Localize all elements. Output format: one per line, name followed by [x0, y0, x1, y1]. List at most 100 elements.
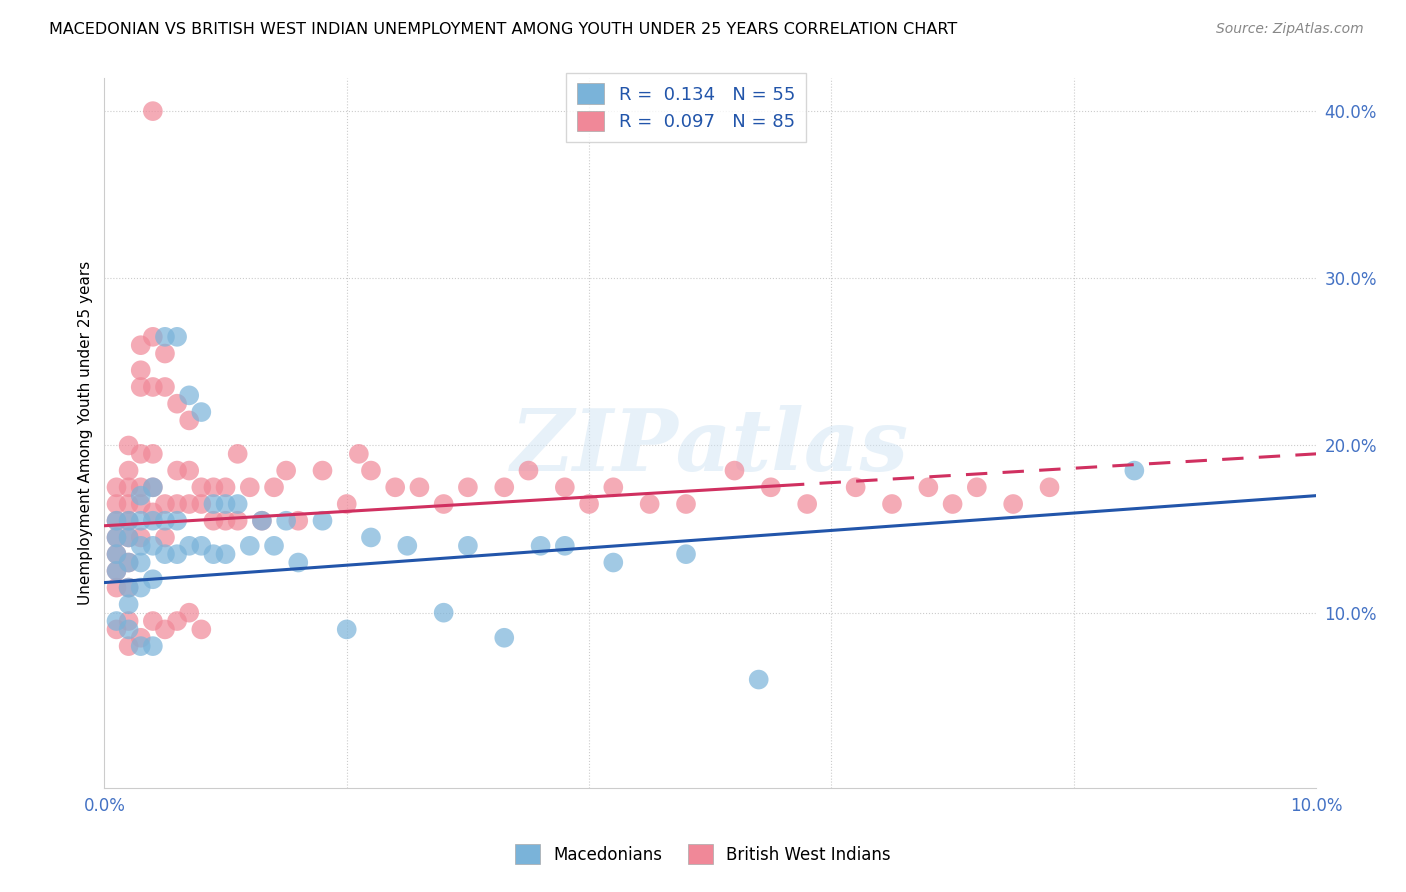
- Point: [117, 581, 139, 595]
- Point: [105, 581, 128, 595]
- Point: [166, 614, 188, 628]
- Point: [214, 480, 236, 494]
- Point: [287, 514, 309, 528]
- Point: [239, 480, 262, 494]
- Point: [250, 514, 273, 528]
- Point: [153, 531, 176, 545]
- Point: [105, 531, 128, 545]
- Point: [675, 497, 697, 511]
- Point: [129, 514, 152, 528]
- Point: [117, 556, 139, 570]
- Point: [263, 539, 285, 553]
- Point: [190, 623, 212, 637]
- Point: [179, 497, 201, 511]
- Point: [457, 480, 479, 494]
- Point: [276, 464, 298, 478]
- Point: [226, 447, 249, 461]
- Point: [105, 564, 128, 578]
- Point: [190, 497, 212, 511]
- Point: [129, 338, 152, 352]
- Point: [263, 480, 285, 494]
- Point: [202, 497, 225, 511]
- Point: [105, 564, 128, 578]
- Point: [759, 480, 782, 494]
- Point: [214, 497, 236, 511]
- Point: [845, 480, 868, 494]
- Point: [129, 556, 152, 570]
- Point: [433, 606, 456, 620]
- Point: [578, 497, 600, 511]
- Point: [239, 539, 262, 553]
- Point: [748, 673, 770, 687]
- Point: [602, 480, 624, 494]
- Point: [142, 639, 165, 653]
- Point: [179, 413, 201, 427]
- Point: [142, 447, 165, 461]
- Point: [153, 623, 176, 637]
- Point: [202, 547, 225, 561]
- Point: [117, 497, 139, 511]
- Point: [105, 480, 128, 494]
- Point: [117, 639, 139, 653]
- Point: [179, 539, 201, 553]
- Point: [179, 464, 201, 478]
- Point: [142, 572, 165, 586]
- Text: Source: ZipAtlas.com: Source: ZipAtlas.com: [1216, 22, 1364, 37]
- Point: [105, 623, 128, 637]
- Point: [396, 539, 419, 553]
- Point: [153, 514, 176, 528]
- Point: [966, 480, 988, 494]
- Point: [117, 464, 139, 478]
- Point: [360, 464, 382, 478]
- Point: [105, 514, 128, 528]
- Point: [153, 380, 176, 394]
- Point: [517, 464, 540, 478]
- Point: [179, 606, 201, 620]
- Point: [638, 497, 661, 511]
- Point: [457, 539, 479, 553]
- Point: [105, 497, 128, 511]
- Point: [190, 480, 212, 494]
- Point: [117, 514, 139, 528]
- Point: [796, 497, 818, 511]
- Point: [214, 514, 236, 528]
- Point: [202, 514, 225, 528]
- Point: [336, 623, 359, 637]
- Point: [117, 438, 139, 452]
- Point: [129, 631, 152, 645]
- Point: [105, 547, 128, 561]
- Point: [554, 539, 576, 553]
- Point: [529, 539, 551, 553]
- Point: [117, 623, 139, 637]
- Point: [602, 556, 624, 570]
- Point: [675, 547, 697, 561]
- Point: [117, 480, 139, 494]
- Point: [129, 639, 152, 653]
- Point: [311, 514, 333, 528]
- Point: [105, 531, 128, 545]
- Point: [226, 497, 249, 511]
- Point: [117, 597, 139, 611]
- Point: [494, 480, 516, 494]
- Point: [250, 514, 273, 528]
- Point: [336, 497, 359, 511]
- Legend: R =  0.134   N = 55, R =  0.097   N = 85: R = 0.134 N = 55, R = 0.097 N = 85: [567, 72, 806, 142]
- Point: [117, 531, 139, 545]
- Point: [276, 514, 298, 528]
- Point: [129, 489, 152, 503]
- Point: [384, 480, 406, 494]
- Point: [153, 497, 176, 511]
- Point: [360, 531, 382, 545]
- Point: [723, 464, 745, 478]
- Point: [142, 480, 165, 494]
- Point: [153, 346, 176, 360]
- Point: [142, 505, 165, 519]
- Point: [129, 531, 152, 545]
- Point: [433, 497, 456, 511]
- Text: ZIPatlas: ZIPatlas: [512, 406, 910, 489]
- Point: [129, 363, 152, 377]
- Point: [166, 514, 188, 528]
- Point: [153, 330, 176, 344]
- Point: [347, 447, 370, 461]
- Point: [166, 397, 188, 411]
